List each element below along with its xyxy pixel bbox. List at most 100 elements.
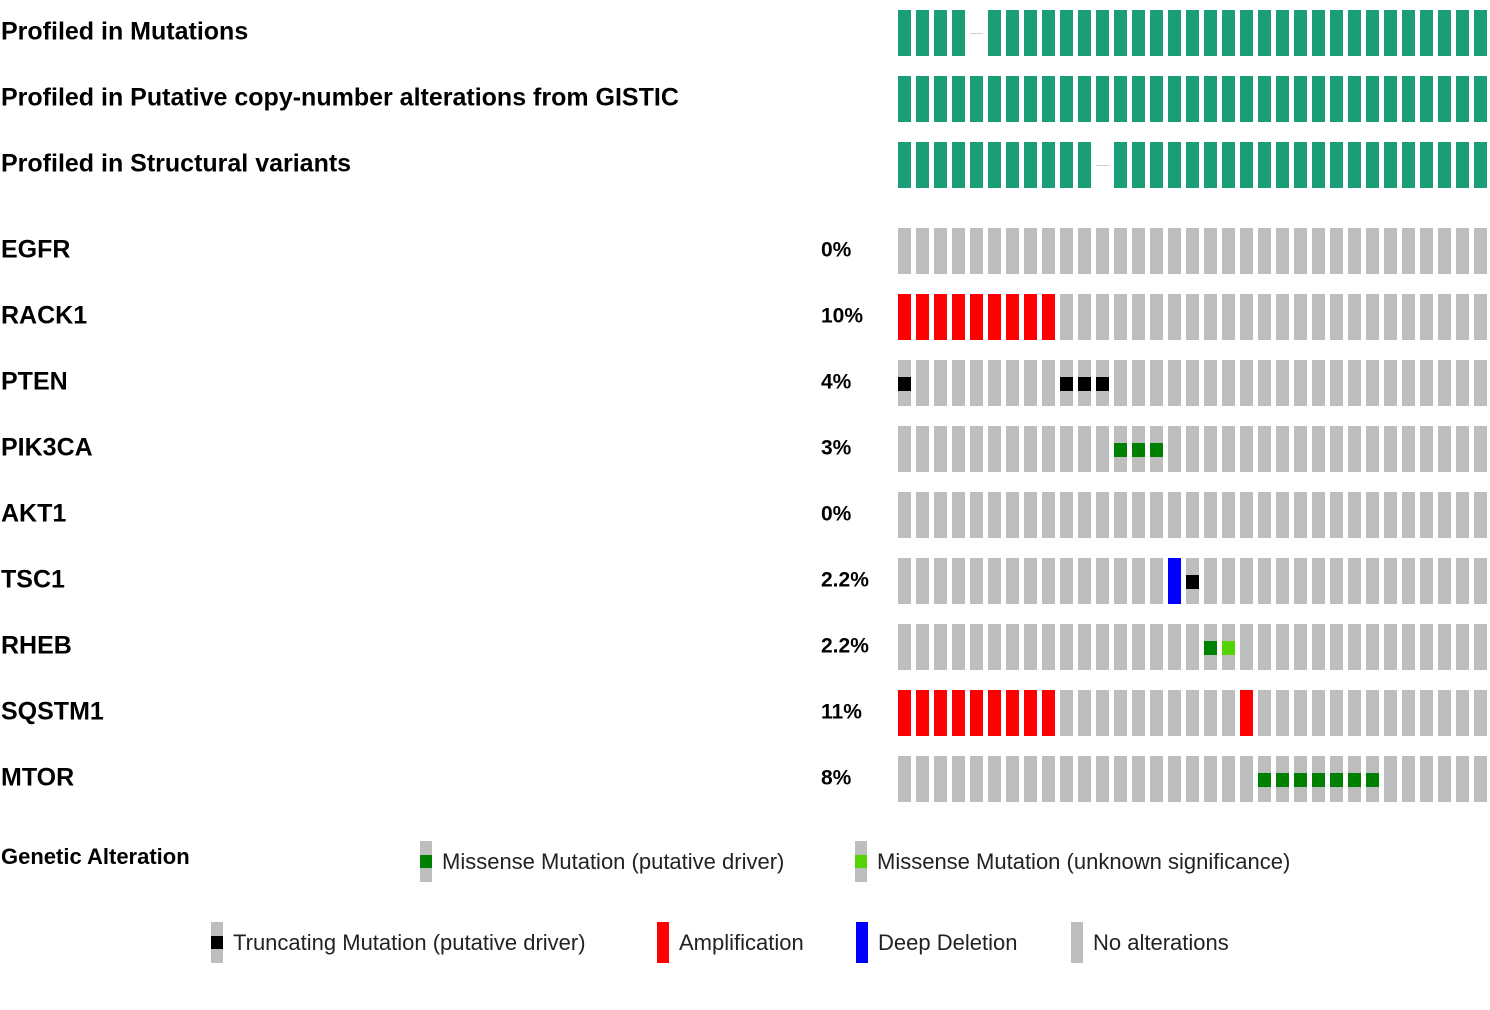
profiled-cell[interactable] bbox=[1420, 142, 1433, 188]
no-alteration-cell[interactable] bbox=[988, 492, 1001, 538]
no-alteration-cell[interactable] bbox=[1456, 360, 1469, 406]
no-alteration-cell[interactable] bbox=[1132, 294, 1145, 340]
profiled-cell[interactable] bbox=[1420, 10, 1433, 56]
profiled-cell[interactable] bbox=[1456, 142, 1469, 188]
no-alteration-cell[interactable] bbox=[1384, 492, 1397, 538]
no-alteration-cell[interactable] bbox=[1150, 690, 1163, 736]
no-alteration-cell[interactable] bbox=[1186, 426, 1199, 472]
no-alteration-cell[interactable] bbox=[1438, 294, 1451, 340]
no-alteration-cell[interactable] bbox=[1474, 492, 1487, 538]
no-alteration-cell[interactable] bbox=[1366, 690, 1379, 736]
no-alteration-cell[interactable] bbox=[952, 360, 965, 406]
no-alteration-cell[interactable] bbox=[1024, 360, 1037, 406]
no-alteration-cell[interactable] bbox=[916, 558, 929, 604]
profiled-cell[interactable] bbox=[1114, 10, 1127, 56]
no-alteration-cell[interactable] bbox=[1402, 690, 1415, 736]
profiled-cell[interactable] bbox=[1096, 76, 1109, 122]
no-alteration-cell[interactable] bbox=[1474, 624, 1487, 670]
no-alteration-cell[interactable] bbox=[1402, 558, 1415, 604]
profiled-cell[interactable] bbox=[952, 76, 965, 122]
profiled-cell[interactable] bbox=[1240, 142, 1253, 188]
no-alteration-cell[interactable] bbox=[1114, 756, 1127, 802]
no-alteration-cell[interactable] bbox=[1150, 360, 1163, 406]
no-alteration-cell[interactable] bbox=[1168, 756, 1181, 802]
no-alteration-cell[interactable] bbox=[1060, 558, 1073, 604]
no-alteration-cell[interactable] bbox=[1204, 294, 1217, 340]
no-alteration-cell[interactable] bbox=[1240, 426, 1253, 472]
no-alteration-cell[interactable] bbox=[1420, 492, 1433, 538]
no-alteration-cell[interactable] bbox=[1258, 690, 1271, 736]
profiled-cell[interactable] bbox=[898, 10, 911, 56]
amplification-cell[interactable] bbox=[916, 294, 929, 340]
no-alteration-cell[interactable] bbox=[1042, 228, 1055, 274]
no-alteration-cell[interactable] bbox=[1294, 624, 1307, 670]
no-alteration-cell[interactable] bbox=[1204, 426, 1217, 472]
no-alteration-cell[interactable] bbox=[1276, 558, 1289, 604]
profiled-cell[interactable] bbox=[1294, 142, 1307, 188]
no-alteration-cell[interactable] bbox=[988, 228, 1001, 274]
no-alteration-cell[interactable] bbox=[1456, 294, 1469, 340]
profiled-cell[interactable] bbox=[1330, 142, 1343, 188]
profiled-cell[interactable] bbox=[970, 76, 983, 122]
no-alteration-cell[interactable] bbox=[1348, 624, 1361, 670]
no-alteration-cell[interactable] bbox=[1078, 492, 1091, 538]
no-alteration-cell[interactable] bbox=[1168, 294, 1181, 340]
no-alteration-cell[interactable] bbox=[1348, 690, 1361, 736]
amplification-cell[interactable] bbox=[952, 294, 965, 340]
profiled-cell[interactable] bbox=[1150, 10, 1163, 56]
no-alteration-cell[interactable] bbox=[1456, 756, 1469, 802]
no-alteration-cell[interactable] bbox=[1258, 624, 1271, 670]
no-alteration-cell[interactable] bbox=[1258, 426, 1271, 472]
no-alteration-cell[interactable] bbox=[1402, 624, 1415, 670]
no-alteration-cell[interactable] bbox=[1402, 756, 1415, 802]
no-alteration-cell[interactable] bbox=[1456, 558, 1469, 604]
no-alteration-cell[interactable] bbox=[934, 624, 947, 670]
profiled-cell[interactable] bbox=[1204, 142, 1217, 188]
no-alteration-cell[interactable] bbox=[1474, 690, 1487, 736]
no-alteration-cell[interactable] bbox=[1348, 360, 1361, 406]
no-alteration-cell[interactable] bbox=[952, 624, 965, 670]
profiled-cell[interactable] bbox=[898, 76, 911, 122]
profiled-cell[interactable] bbox=[1420, 76, 1433, 122]
no-alteration-cell[interactable] bbox=[970, 624, 983, 670]
no-alteration-cell[interactable] bbox=[1186, 492, 1199, 538]
profiled-cell[interactable] bbox=[1186, 76, 1199, 122]
no-alteration-cell[interactable] bbox=[934, 360, 947, 406]
profiled-cell[interactable] bbox=[1384, 76, 1397, 122]
no-alteration-cell[interactable] bbox=[1024, 624, 1037, 670]
profiled-cell[interactable] bbox=[1348, 10, 1361, 56]
no-alteration-cell[interactable] bbox=[1204, 558, 1217, 604]
profiled-cell[interactable] bbox=[1114, 76, 1127, 122]
no-alteration-cell[interactable] bbox=[952, 756, 965, 802]
no-alteration-cell[interactable] bbox=[898, 624, 911, 670]
profiled-cell[interactable] bbox=[1222, 142, 1235, 188]
amplification-cell[interactable] bbox=[898, 690, 911, 736]
no-alteration-cell[interactable] bbox=[1420, 426, 1433, 472]
profiled-cell[interactable] bbox=[988, 76, 1001, 122]
no-alteration-cell[interactable] bbox=[1330, 558, 1343, 604]
profiled-cell[interactable] bbox=[1474, 10, 1487, 56]
no-alteration-cell[interactable] bbox=[988, 360, 1001, 406]
no-alteration-cell[interactable] bbox=[898, 426, 911, 472]
profiled-cell[interactable] bbox=[1366, 142, 1379, 188]
profiled-cell[interactable] bbox=[1042, 10, 1055, 56]
profiled-cell[interactable] bbox=[1078, 142, 1091, 188]
no-alteration-cell[interactable] bbox=[1114, 558, 1127, 604]
no-alteration-cell[interactable] bbox=[1420, 294, 1433, 340]
profiled-cell[interactable] bbox=[988, 142, 1001, 188]
no-alteration-cell[interactable] bbox=[1006, 624, 1019, 670]
not-profiled-cell[interactable] bbox=[970, 33, 983, 34]
profiled-cell[interactable] bbox=[1258, 10, 1271, 56]
no-alteration-cell[interactable] bbox=[1132, 492, 1145, 538]
no-alteration-cell[interactable] bbox=[1096, 426, 1109, 472]
profiled-cell[interactable] bbox=[1204, 10, 1217, 56]
no-alteration-cell[interactable] bbox=[1294, 294, 1307, 340]
no-alteration-cell[interactable] bbox=[1150, 558, 1163, 604]
profiled-cell[interactable] bbox=[1384, 10, 1397, 56]
profiled-cell[interactable] bbox=[1276, 10, 1289, 56]
no-alteration-cell[interactable] bbox=[1150, 228, 1163, 274]
no-alteration-cell[interactable] bbox=[1330, 624, 1343, 670]
amplification-cell[interactable] bbox=[970, 294, 983, 340]
profiled-cell[interactable] bbox=[1078, 10, 1091, 56]
no-alteration-cell[interactable] bbox=[1078, 426, 1091, 472]
